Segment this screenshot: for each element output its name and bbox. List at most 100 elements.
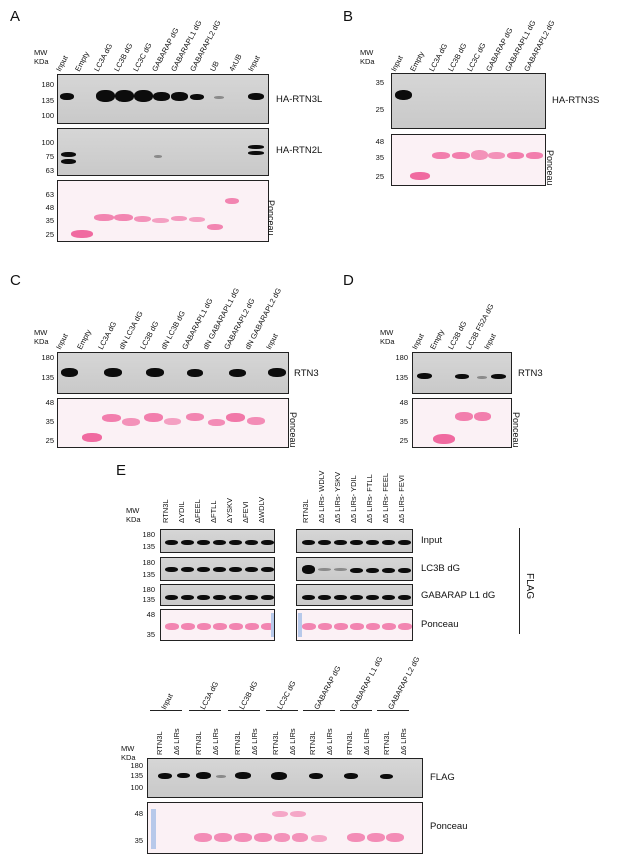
mw-e-row-lo: 135 [142,542,155,551]
lane-label-c: Input [54,332,70,351]
mw-a2-100: 100 [41,138,54,147]
mw-c2-25: 25 [45,436,54,445]
blot-label-rtn3-c: RTN3 [294,368,319,379]
ponceau-band [334,623,348,630]
lane-label-a: 4xUB [226,52,244,73]
lane-label-b: Input [389,54,405,73]
mw-a1-180: 180 [41,80,54,89]
western-band [197,595,210,600]
western-band [197,540,210,545]
western-band [334,568,347,571]
mw-c1-135: 135 [41,373,54,382]
mw-a2-75: 75 [45,152,54,161]
western-band [350,568,363,573]
western-band [318,595,331,600]
mw-e2-100: 100 [130,783,143,792]
sublane-label-rtn3l: RTN3L [308,731,317,755]
mw-header-c: MW KDa [34,328,49,346]
ponceau-band [197,623,211,630]
western-band [382,540,395,545]
ponceau-band [318,623,332,630]
group-label-e2: LC3A dG [198,679,221,711]
sublane-label-rtn3l: RTN3L [233,731,242,755]
mw-text: MW [126,506,140,515]
mw-e2-35: 35 [134,836,143,845]
lane-label-e-left: ΔFEVI [241,501,250,523]
group-underline [189,710,221,711]
lane-label-e-left: ΔYSKV [225,497,234,523]
mw-e2-180: 180 [130,761,143,770]
mw-c2-48: 48 [45,398,54,407]
western-band [229,595,242,600]
mw-text: MW [380,328,394,337]
kda-text: KDa [126,515,141,524]
blot-b-ponceau [391,134,546,186]
blot-e-right-1 [296,557,413,581]
western-band [334,540,347,545]
western-band [261,567,274,572]
mw-text: MW [360,48,374,57]
group-label-e2: GABARAP dG [312,664,343,711]
ponceau-band [382,623,396,630]
kda-text: KDa [34,57,49,66]
mw-e-row-hi: 180 [142,558,155,567]
lane-label-e-left: ΔFEEL [193,499,202,523]
group-label-e2: GABARAP L2 dG [386,654,422,711]
lane-label-a: Input [246,54,262,73]
mw-e-row-hi: 180 [142,530,155,539]
mw-d2-35: 35 [399,417,408,426]
blot-e-right-0 [296,529,413,553]
mw-d1-135: 135 [395,373,408,382]
mw-e2-135: 135 [130,771,143,780]
lane-label-a: UB [207,59,221,73]
sublane-label-rtn3l: RTN3L [345,731,354,755]
mw-e-row-lo: 135 [142,595,155,604]
sublane-label-delta6: Δ6 LIRs [172,728,181,755]
lane-label-e-left: ΔYDIL [177,501,186,523]
kda-text: KDa [34,337,49,346]
mw-a3-35: 35 [45,216,54,225]
flag-bracket-line [519,528,520,634]
sublane-label-delta6: Δ6 LIRs [288,728,297,755]
kda-text: KDa [121,753,136,762]
flag-label-e: FLAG [524,573,535,600]
mw-header-e2: MW KDa [121,744,136,762]
sublane-label-delta6: Δ6 LIRs [399,728,408,755]
lane-label-d: Input [410,332,426,351]
western-band [245,595,258,600]
blot-label-flag-e2: FLAG [430,772,455,783]
western-band [213,595,226,600]
western-band [318,568,331,571]
blot-label-ponceau-b: Ponceau [545,150,555,186]
group-label-e2: LC3B dG [237,679,260,711]
blot-label-ha-rtn3s: HA-RTN3S [552,95,600,106]
mw-b2-25: 25 [375,172,384,181]
sublane-label-delta6: Δ6 LIRs [211,728,220,755]
blot-d-rtn3 [412,352,512,394]
lane-label-e-left: RTN3L [161,499,170,523]
blot-e-left-2 [160,584,275,606]
group-underline [303,710,335,711]
blot-e-right-2 [296,584,413,606]
ponceau-band [398,623,412,630]
lane-label-e-left: ΔFTLL [209,500,218,523]
lane-label-c: LC3A dG [96,319,119,351]
western-band [245,540,258,545]
sublane-label-rtn3l: RTN3L [194,731,203,755]
lane-label-c: Input [264,332,280,351]
mw-header-d: MW KDa [380,328,395,346]
group-underline [340,710,372,711]
mw-b2-48: 48 [375,137,384,146]
mw-e-row-hi: 48 [146,610,155,619]
lane-label-c: LC3B dG [138,319,161,351]
western-band [181,540,194,545]
panel-label-c: C [10,272,21,289]
ponceau-band [302,623,316,630]
western-band [229,540,242,545]
western-band [245,567,258,572]
mw-header-b: MW KDa [360,48,375,66]
lane-label-a: Empty [73,49,92,73]
sublane-label-rtn3l: RTN3L [271,731,280,755]
western-band [398,595,411,600]
sublane-label-delta6: Δ6 LIRs [250,728,259,755]
